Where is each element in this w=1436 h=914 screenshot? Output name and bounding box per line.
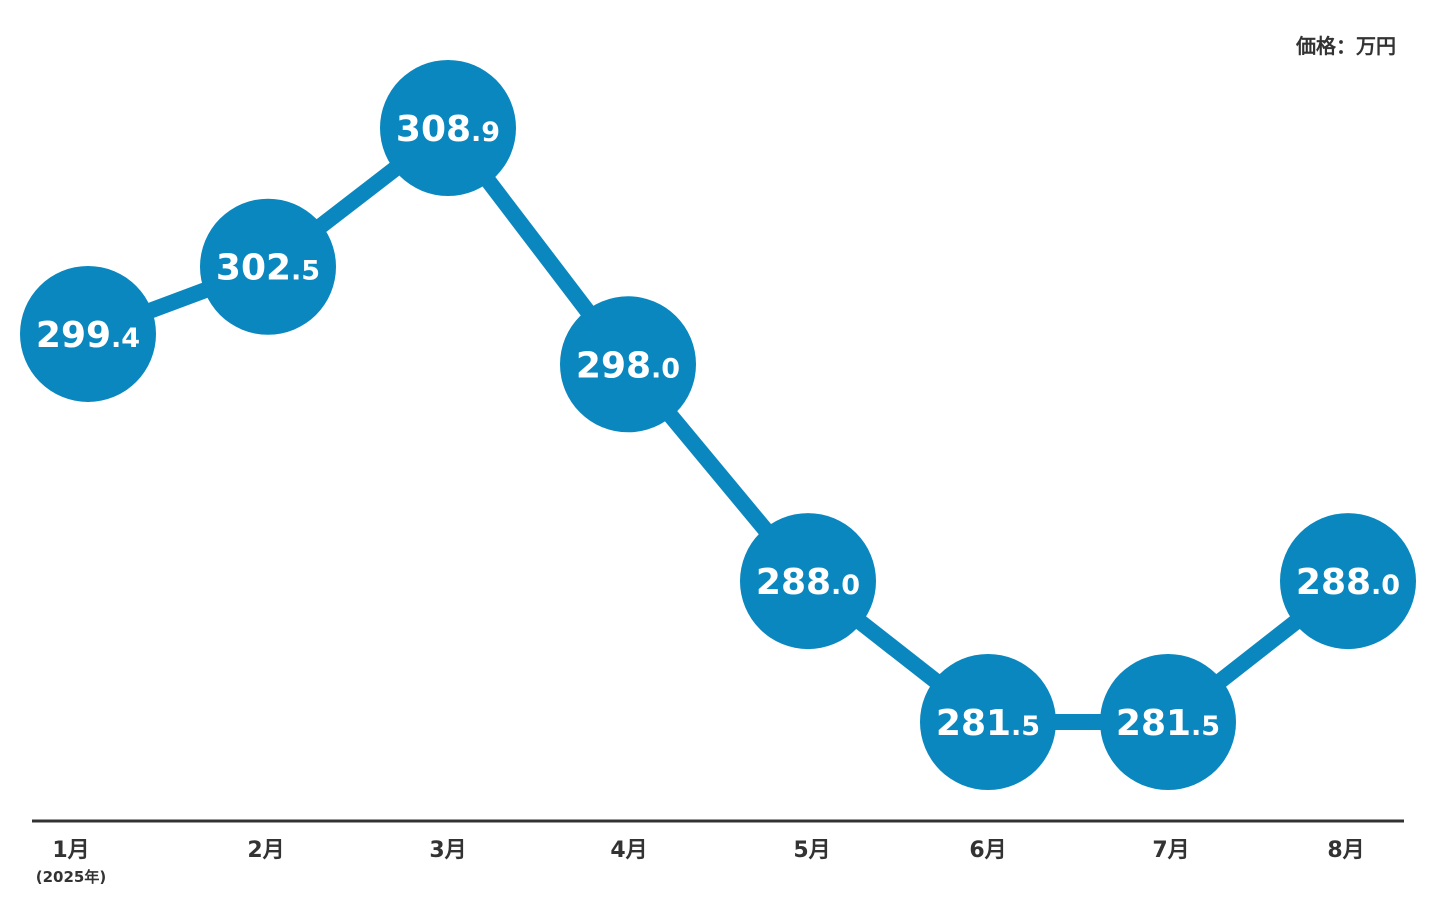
data-point-value-label: 288.0 — [756, 562, 860, 603]
data-point-marker — [740, 513, 876, 650]
data-point: 299.4 — [20, 265, 156, 402]
x-tick-label: 1月 — [52, 838, 89, 863]
data-point-value-label: 288.0 — [1296, 562, 1400, 603]
data-point-value-label: 299.4 — [36, 315, 140, 356]
data-point-marker — [1100, 654, 1236, 790]
data-point-value-label: 298.0 — [576, 345, 680, 386]
year-note: (2025年) — [36, 868, 106, 886]
data-point-value-label: 281.5 — [1116, 703, 1220, 744]
data-point: 281.5 — [1100, 654, 1236, 790]
data-point: 308.9 — [380, 60, 516, 196]
data-point-value-label: 281.5 — [936, 703, 1040, 744]
data-point: 288.0 — [740, 513, 876, 650]
data-point: 302.5 — [200, 198, 336, 335]
data-point-marker — [560, 296, 696, 433]
data-point-value-label: 308.9 — [396, 109, 500, 150]
x-tick-label: 8月 — [1327, 838, 1364, 863]
data-point-group: 299.4 302.5 308.9 298.0 288.0 281.5 281.5 288.0 — [20, 60, 1416, 790]
x-tick-label: 7月 — [1152, 838, 1189, 863]
data-point-marker — [920, 654, 1056, 790]
data-point-marker — [200, 198, 336, 335]
x-tick-label: 5月 — [793, 838, 830, 863]
data-point: 298.0 — [560, 296, 696, 433]
unit-label: 価格：万円 — [1296, 34, 1396, 58]
data-point-value-label: 302.5 — [216, 248, 320, 289]
x-tick-label: 6月 — [969, 838, 1006, 863]
x-tick-label: 4月 — [610, 838, 647, 863]
x-tick-label-group: 1月 2月 3月 4月 5月 6月 7月 8月 (2025年) — [36, 838, 1365, 886]
data-point: 288.0 — [1280, 513, 1416, 650]
data-point-marker — [1280, 513, 1416, 650]
data-point-marker — [20, 265, 156, 402]
data-point: 281.5 — [920, 654, 1056, 790]
data-point-marker — [380, 60, 516, 196]
x-tick-label: 3月 — [429, 838, 466, 863]
x-tick-label: 2月 — [247, 838, 284, 863]
